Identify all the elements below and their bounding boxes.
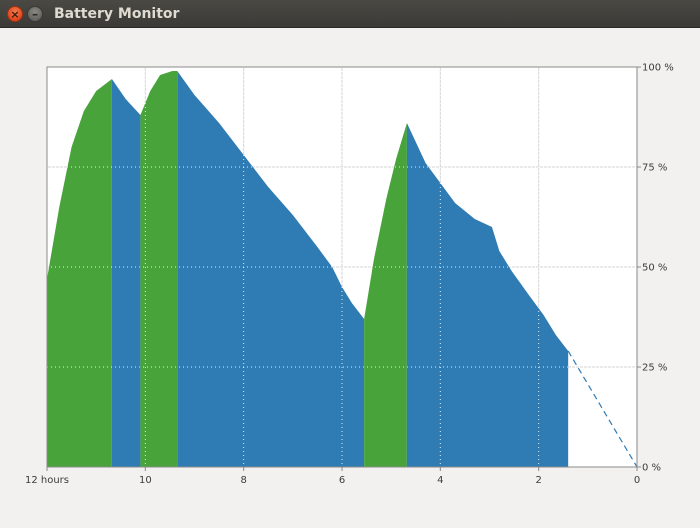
minimize-button[interactable]: – (27, 6, 43, 22)
x-tick-label: 2 (535, 475, 541, 486)
charging-area (364, 123, 407, 467)
minimize-icon: – (32, 7, 38, 21)
x-tick-label: 12 hours (25, 475, 69, 486)
x-tick-label: 10 (139, 475, 152, 486)
window-title: Battery Monitor (54, 6, 180, 22)
x-tick-label: 4 (437, 475, 443, 486)
x-tick-label: 8 (240, 475, 246, 486)
battery-history-chart: 12 hours 10 8 6 4 2 0 100 % 75 % 50 % 25 % 0 % (25, 63, 674, 487)
title-bar[interactable]: × – Battery Monitor (0, 0, 700, 28)
y-tick-label: 50 % (642, 263, 667, 274)
charging-area (47, 79, 112, 467)
close-button[interactable]: × (7, 6, 23, 22)
x-tick-label: 0 (634, 475, 640, 486)
discharging-area (406, 123, 569, 467)
x-tick-label: 6 (339, 475, 345, 486)
close-icon: × (10, 7, 20, 21)
y-tick-label: 75 % (642, 163, 667, 174)
y-tick-label: 0 % (642, 463, 661, 474)
prediction-line (567, 350, 638, 468)
discharging-area (177, 71, 365, 467)
charging-area (140, 71, 178, 467)
y-tick-label: 100 % (642, 63, 674, 74)
y-tick-label: 25 % (642, 363, 667, 374)
discharging-area (111, 79, 141, 467)
